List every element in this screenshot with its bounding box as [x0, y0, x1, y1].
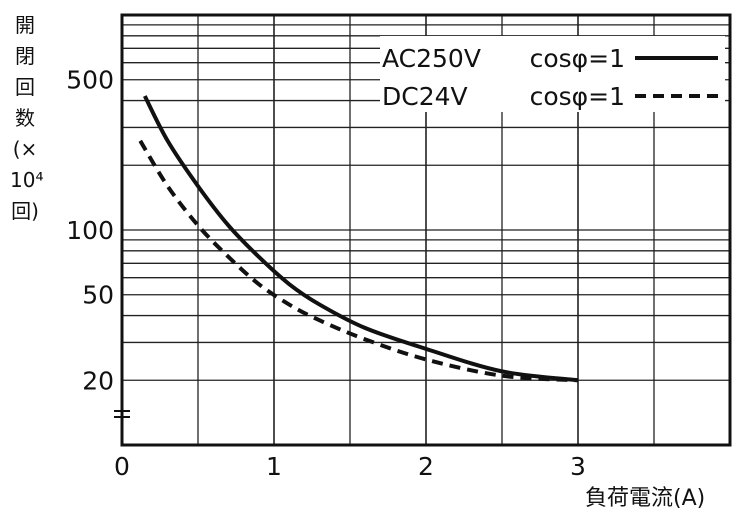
legend-background: [380, 36, 725, 112]
y-tick-label: 500: [66, 66, 114, 95]
plot-frame: [120, 13, 732, 447]
legend-series-name: AC250V: [382, 44, 481, 73]
y-axis-title-char: 開: [15, 13, 35, 37]
series-line-ac250v: [143, 95, 579, 383]
y-axis-title-char: (×: [12, 137, 38, 161]
x-tick-label: 1: [266, 452, 282, 481]
y-axis-title-char: 10⁴: [10, 168, 44, 192]
x-tick-label: 0: [114, 452, 130, 481]
axes: [114, 13, 732, 447]
x-tick-label: 3: [570, 452, 586, 481]
series-line-dc24v: [138, 139, 579, 383]
y-axis-title-char: 回): [11, 199, 39, 223]
x-axis-title: 負荷電流(A): [585, 486, 705, 511]
y-axis-title-char: 閉: [15, 44, 35, 68]
x-tick-label: 2: [418, 452, 434, 481]
legend-series-condition: cosφ=1: [530, 44, 625, 73]
legend-series-name: DC24V: [382, 82, 468, 111]
legend-series-condition: cosφ=1: [530, 82, 625, 111]
y-tick-label: 20: [82, 366, 114, 395]
plot-lines: [138, 95, 579, 383]
legend: AC250V cosφ=1 DC24V cosφ=1: [380, 36, 725, 112]
tick-labels: 500 100 50 20 0 1 2 3: [66, 66, 586, 481]
y-tick-label: 50: [82, 281, 114, 310]
y-axis-title-char: 回: [15, 75, 35, 99]
y-axis-title-char: 数: [15, 106, 35, 130]
y-tick-label: 100: [66, 216, 114, 245]
